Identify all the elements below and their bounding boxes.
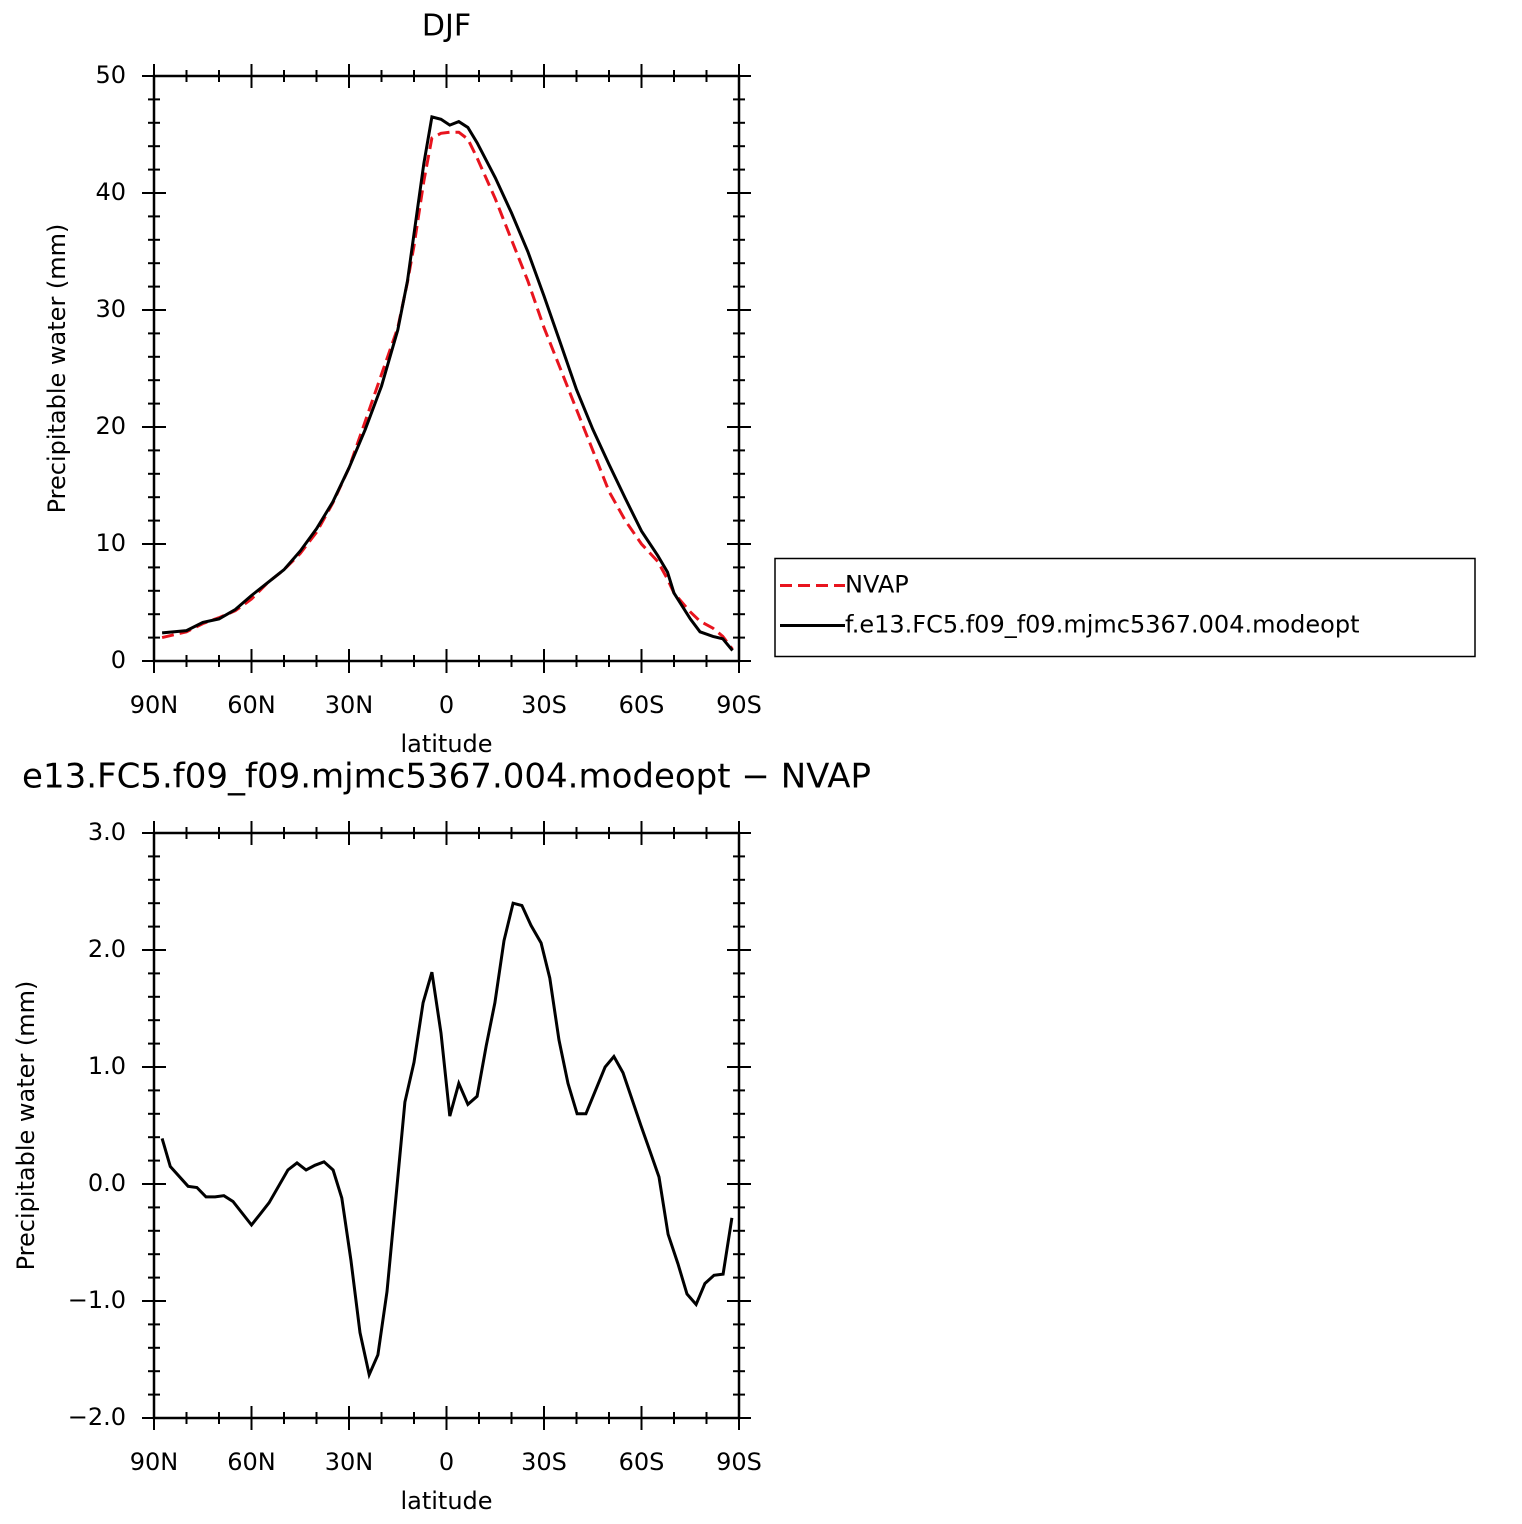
y-tick-label: 2.0 (88, 935, 126, 963)
y-tick-label: 20 (95, 412, 126, 440)
y-tick-label: −2.0 (68, 1403, 126, 1431)
y-tick-label: 40 (95, 178, 126, 206)
y-tick-label: −1.0 (68, 1286, 126, 1314)
y-axis-label: Precipitable water (mm) (12, 981, 40, 1271)
x-tick-label: 30N (325, 1448, 374, 1476)
x-tick-label: 60S (619, 691, 665, 719)
y-tick-label: 50 (95, 61, 126, 89)
x-tick-label: 60N (227, 691, 276, 719)
legend-box (774, 557, 1476, 658)
legend: NVAP f.e13.FC5.f09_f09.mjmc5367.004.modeo… (774, 557, 1476, 658)
x-tick-label: 0 (439, 691, 454, 719)
x-tick-label: 0 (439, 1448, 454, 1476)
y-tick-label: 0.0 (88, 1169, 126, 1197)
x-tick-label: 90S (716, 1448, 762, 1476)
x-tick-label: 30N (325, 691, 374, 719)
y-tick-label: 1.0 (88, 1052, 126, 1080)
x-tick-label: 30S (521, 691, 567, 719)
x-tick-label: 60S (619, 1448, 665, 1476)
x-axis-label: latitude (400, 730, 492, 758)
chart-title: DJF (422, 9, 471, 44)
data-line (161, 130, 734, 651)
y-tick-label: 30 (95, 295, 126, 323)
y-tick-label: 0 (111, 646, 126, 674)
plot-frame (152, 74, 741, 663)
y-axis-label: Precipitable water (mm) (43, 224, 71, 514)
x-tick-label: 90N (130, 691, 179, 719)
data-line (160, 901, 734, 1380)
x-axis-label: latitude (400, 1487, 492, 1515)
x-tick-label: 90N (130, 1448, 179, 1476)
x-tick-label: 60N (227, 1448, 276, 1476)
data-line (161, 115, 734, 652)
plot-frame (152, 831, 741, 1420)
chart-title: e13.FC5.f09_f09.mjmc5367.004.modeopt − N… (22, 757, 871, 797)
y-tick-label: 10 (95, 529, 126, 557)
legend-label: f.e13.FC5.f09_f09.mjmc5367.004.modeopt (845, 611, 1360, 639)
y-tick-label: 3.0 (88, 818, 126, 846)
legend-label: NVAP (845, 571, 909, 599)
x-tick-label: 30S (521, 1448, 567, 1476)
x-tick-label: 90S (716, 691, 762, 719)
